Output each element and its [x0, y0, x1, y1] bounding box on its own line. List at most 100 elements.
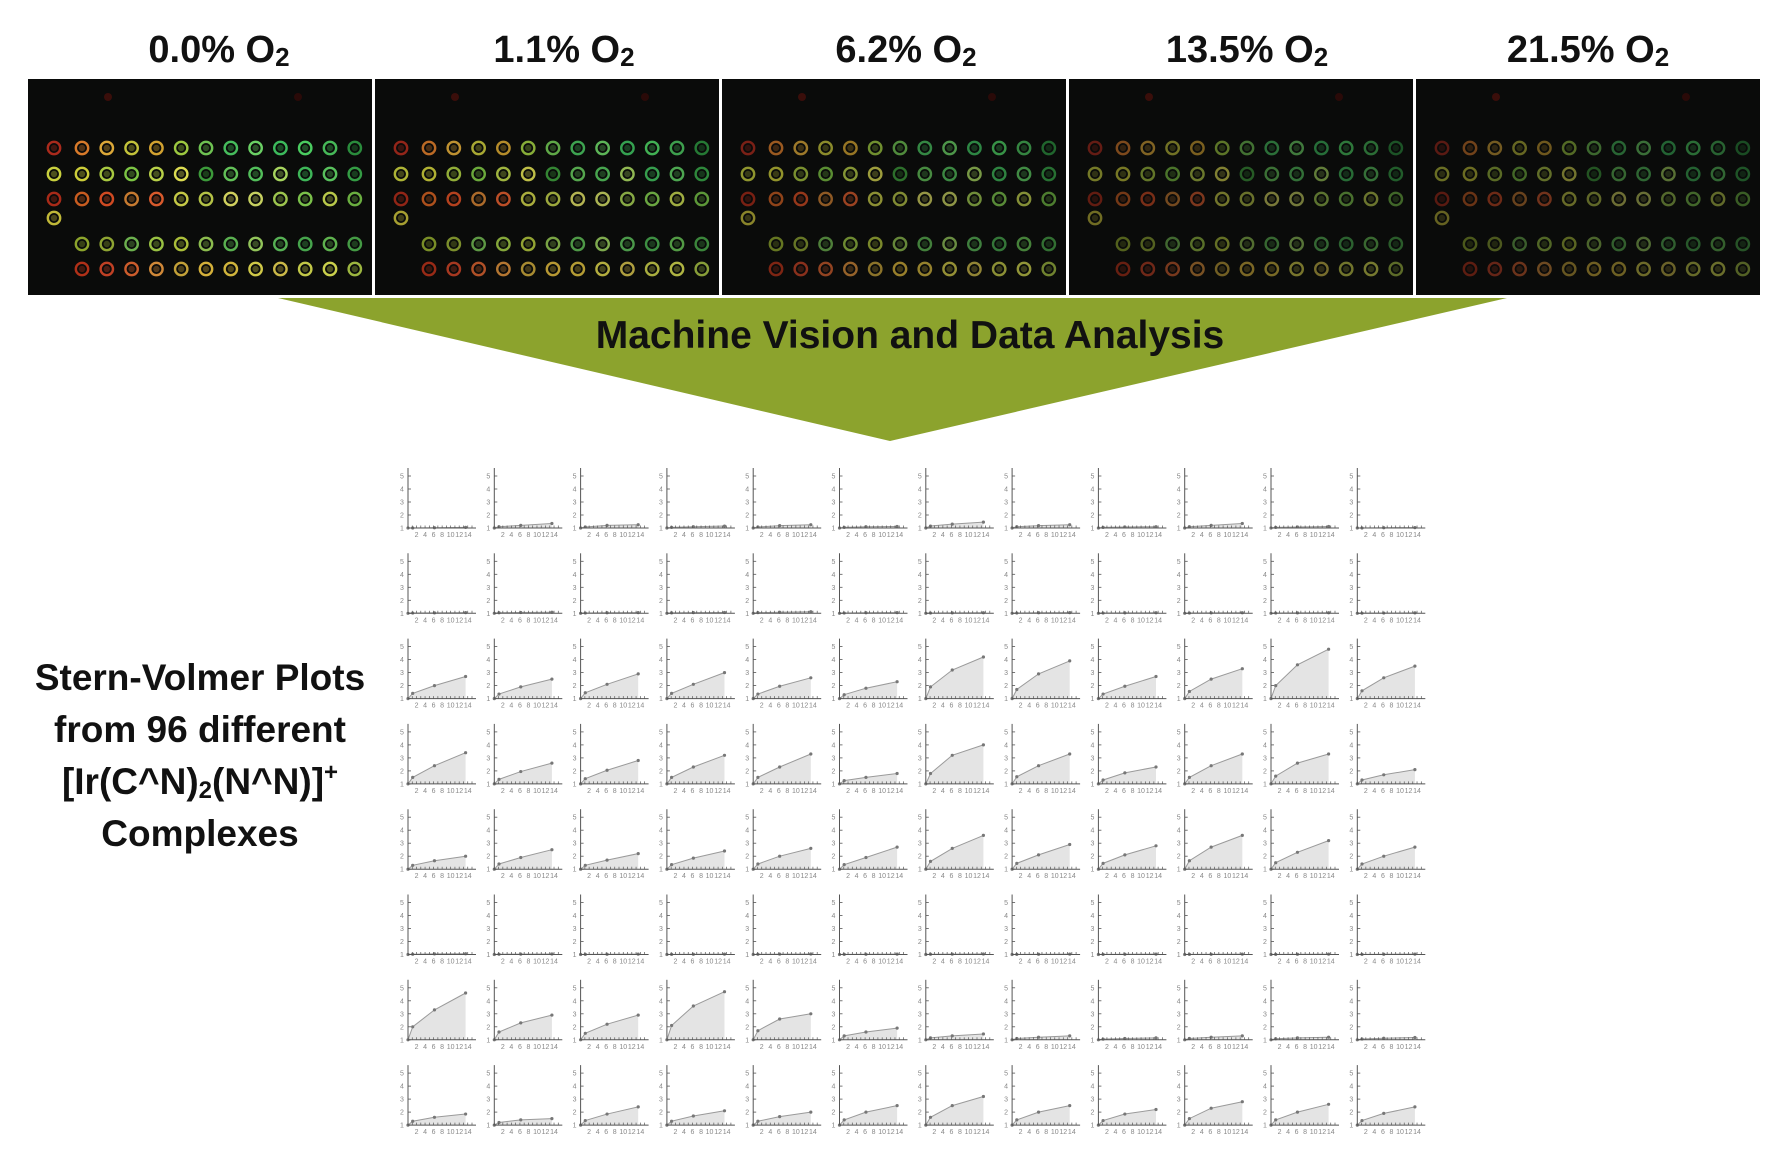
well [347, 236, 363, 252]
x-tick-label: 8 [699, 617, 703, 624]
x-tick-label: 4 [596, 1129, 600, 1136]
x-tick-label: 12 [714, 1044, 722, 1051]
x-tick-label: 2 [760, 703, 764, 710]
data-point [1154, 611, 1158, 615]
y-tick-label: 3 [832, 1011, 836, 1018]
x-tick-label: 12 [1059, 873, 1067, 880]
x-tick-label: 12 [542, 532, 550, 539]
x-tick-label: 4 [682, 1129, 686, 1136]
well [595, 236, 611, 252]
x-tick-label: 4 [682, 959, 686, 966]
y-tick-label: 1 [573, 1037, 577, 1044]
y-tick-label: 4 [1004, 913, 1008, 920]
y-tick-label: 2 [486, 768, 490, 775]
plot-area [839, 1105, 898, 1126]
plot-area [1012, 844, 1070, 870]
x-tick-label: 12 [1318, 617, 1326, 624]
well [393, 166, 409, 182]
y-tick-label: 4 [659, 657, 663, 664]
x-tick-label: 4 [1286, 703, 1290, 710]
well [740, 191, 756, 207]
x-tick-label: 10 [1223, 532, 1231, 539]
x-tick-label: 12 [1318, 703, 1326, 710]
y-tick-label: 1 [1263, 696, 1267, 703]
plot-area [753, 1013, 811, 1040]
y-tick-label: 2 [1177, 854, 1181, 861]
y-tick-label: 3 [486, 670, 490, 677]
y-tick-label: 3 [832, 1097, 836, 1104]
well [669, 261, 685, 277]
x-tick-label: 12 [628, 959, 636, 966]
y-tick-label: 5 [573, 815, 577, 822]
y-tick-label: 3 [1177, 926, 1181, 933]
x-tick-label: 10 [1396, 959, 1404, 966]
data-point [464, 751, 468, 755]
x-tick-label: 6 [432, 1044, 436, 1051]
x-tick-label: 6 [949, 788, 953, 795]
well [173, 261, 189, 277]
y-tick-label: 2 [1263, 1110, 1267, 1117]
y-tick-label: 3 [400, 841, 404, 848]
data-point [1240, 667, 1244, 671]
data-point [842, 1034, 846, 1038]
y-tick-label: 1 [1090, 952, 1094, 959]
data-point [928, 685, 933, 689]
y-tick-label: 1 [745, 611, 749, 618]
x-tick-label: 6 [432, 532, 436, 539]
data-point [950, 1104, 954, 1108]
x-tick-label: 10 [1137, 1044, 1145, 1051]
x-tick-label: 4 [1286, 1129, 1290, 1136]
y-tick-label: 5 [918, 729, 922, 736]
x-tick-label: 2 [1019, 1044, 1023, 1051]
y-tick-label: 5 [1177, 985, 1181, 992]
x-tick-label: 14 [1327, 1044, 1335, 1051]
data-point [1036, 1110, 1041, 1114]
data-point [981, 833, 986, 838]
well [446, 191, 462, 207]
x-tick-label: 6 [777, 788, 781, 795]
y-tick-label: 3 [400, 585, 404, 592]
x-tick-label: 4 [855, 532, 859, 539]
x-tick-label: 2 [673, 873, 677, 880]
well [248, 140, 264, 156]
x-tick-label: 14 [809, 1044, 817, 1051]
x-tick-label: 12 [887, 959, 895, 966]
data-point [1240, 833, 1244, 838]
y-tick-label: 1 [659, 526, 663, 533]
well [347, 261, 363, 277]
x-tick-label: 2 [1364, 617, 1368, 624]
y-tick-label: 3 [573, 841, 577, 848]
x-tick-label: 12 [1405, 703, 1413, 710]
x-tick-label: 12 [973, 873, 981, 880]
x-tick-label: 14 [1068, 959, 1076, 966]
x-tick-label: 4 [423, 788, 427, 795]
x-tick-label: 6 [1295, 788, 1299, 795]
plot-area [1184, 835, 1243, 870]
data-point [864, 686, 868, 690]
x-tick-label: 14 [895, 788, 903, 795]
y-tick-label: 1 [659, 867, 663, 874]
y-tick-label: 1 [573, 696, 577, 703]
y-tick-label: 4 [573, 998, 577, 1005]
well [322, 261, 338, 277]
y-tick-label: 4 [486, 572, 490, 579]
well [248, 191, 264, 207]
data-point [1327, 1102, 1331, 1106]
data-point [691, 682, 695, 686]
x-tick-label: 10 [965, 1044, 973, 1051]
x-tick-label: 12 [455, 788, 463, 795]
well [297, 191, 313, 207]
x-tick-label: 2 [1019, 1129, 1023, 1136]
y-tick-label: 2 [745, 598, 749, 605]
data-point [550, 677, 554, 681]
